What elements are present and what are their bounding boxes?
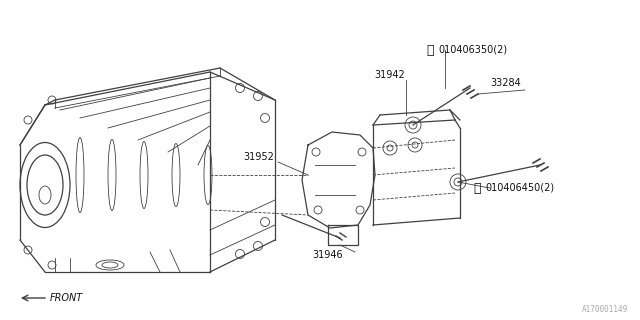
Text: 31946: 31946 (313, 250, 343, 260)
Text: 33284: 33284 (490, 78, 521, 88)
Text: Ⓑ: Ⓑ (473, 181, 481, 195)
Text: A170001149: A170001149 (582, 305, 628, 314)
Text: 31952: 31952 (243, 152, 274, 162)
Text: 010406450(2): 010406450(2) (485, 183, 554, 193)
Text: Ⓑ: Ⓑ (426, 44, 434, 57)
Text: 010406350(2): 010406350(2) (438, 45, 507, 55)
Text: FRONT: FRONT (50, 293, 83, 303)
Text: 31942: 31942 (374, 70, 405, 80)
